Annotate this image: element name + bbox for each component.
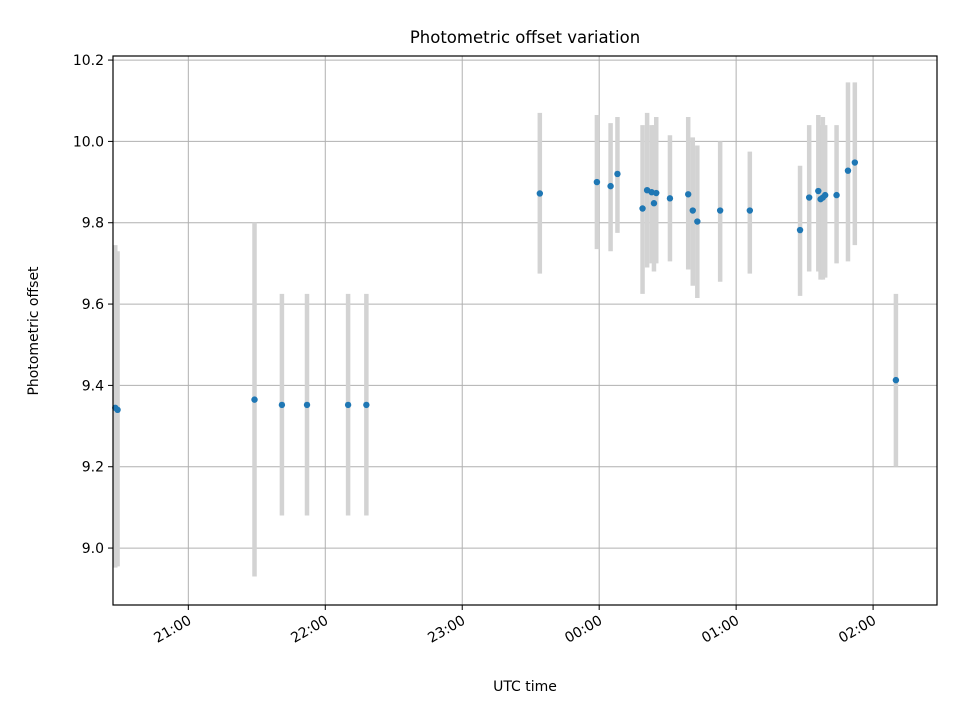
y-axis-ticks: 9.0 9.2 9.4 9.6 9.8 10.0 10.2 <box>73 53 113 557</box>
plot-area <box>113 56 937 605</box>
data-point <box>851 159 859 166</box>
data-point <box>650 200 658 207</box>
data-points <box>112 159 900 413</box>
data-point <box>344 401 352 409</box>
y-tick-label: 9.8 <box>82 216 104 232</box>
data-point <box>716 207 724 214</box>
data-point <box>251 396 258 403</box>
data-point <box>114 406 121 413</box>
data-point <box>805 194 813 201</box>
data-point <box>593 178 601 186</box>
data-point <box>536 190 544 197</box>
data-point <box>614 170 621 178</box>
y-tick-label: 9.0 <box>82 541 104 557</box>
data-point <box>653 189 660 197</box>
data-point <box>892 376 900 384</box>
data-point <box>363 401 370 409</box>
data-point <box>689 207 696 214</box>
data-point <box>821 191 829 199</box>
data-point <box>746 207 754 214</box>
data-point <box>685 191 692 198</box>
data-point <box>694 218 701 225</box>
chart-title: Photometric offset variation <box>410 28 640 47</box>
y-axis-label: Photometric offset <box>26 266 42 396</box>
data-point <box>639 205 646 212</box>
data-point <box>303 401 311 409</box>
y-tick-label: 10.2 <box>73 53 104 69</box>
data-point <box>607 182 614 190</box>
data-point <box>796 226 804 234</box>
data-point <box>844 167 852 174</box>
data-point <box>815 187 822 195</box>
x-axis-label: UTC time <box>493 679 557 695</box>
y-tick-label: 9.2 <box>82 460 104 476</box>
data-point <box>833 191 840 199</box>
y-tick-label: 10.0 <box>73 134 104 150</box>
plot-frame <box>112 55 938 606</box>
data-point <box>666 195 674 202</box>
y-tick-label: 9.4 <box>82 378 104 394</box>
data-point <box>278 401 286 409</box>
y-tick-label: 9.6 <box>82 297 104 313</box>
